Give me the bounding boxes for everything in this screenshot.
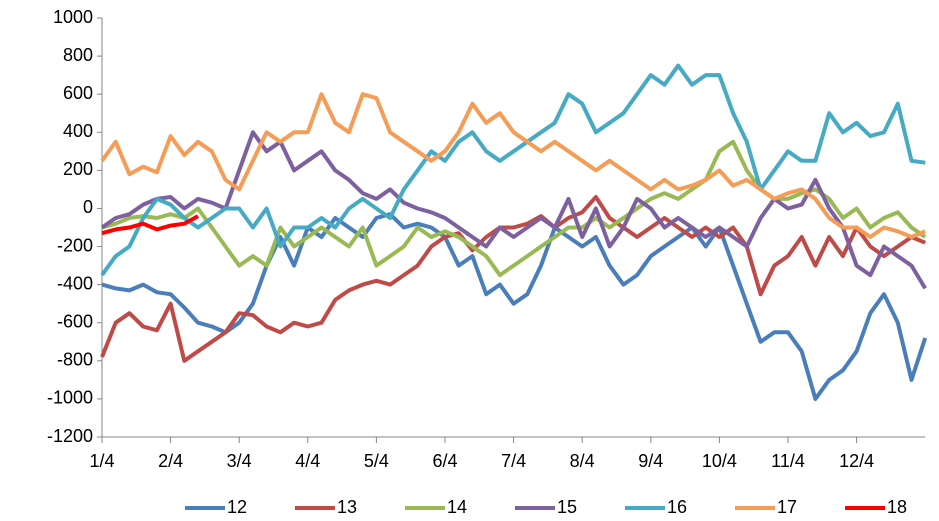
x-tick-label: 4/4 <box>295 451 320 471</box>
x-tick-label: 6/4 <box>432 451 457 471</box>
x-tick-label: 12/4 <box>839 451 874 471</box>
y-tick-label: -1000 <box>47 388 93 408</box>
y-tick-label: 600 <box>63 83 93 103</box>
legend-label: 13 <box>337 497 357 517</box>
series-line <box>101 214 199 236</box>
y-tick-label: -200 <box>57 235 93 255</box>
x-tick-label: 8/4 <box>570 451 595 471</box>
y-tick-label: -800 <box>57 350 93 370</box>
legend-label: 16 <box>667 497 687 517</box>
x-tick-label: 7/4 <box>501 451 526 471</box>
legend-label: 18 <box>887 497 907 517</box>
legend-label: 15 <box>557 497 577 517</box>
x-tick-label: 11/4 <box>771 451 805 471</box>
y-tick-label: -400 <box>57 273 93 293</box>
x-tick-label: 10/4 <box>702 451 737 471</box>
legend-label: 17 <box>777 497 797 517</box>
series-line <box>100 195 926 363</box>
y-tick-label: 800 <box>63 45 93 65</box>
x-tick-label: 2/4 <box>158 451 183 471</box>
x-tick-label: 1/4 <box>89 451 114 471</box>
legend-label: 14 <box>447 497 467 517</box>
y-tick-label: -1200 <box>47 426 93 446</box>
y-tick-label: 1000 <box>53 7 93 27</box>
series-line <box>101 212 928 401</box>
legend-label: 12 <box>227 497 247 517</box>
series-line <box>101 139 927 278</box>
y-tick-label: 400 <box>63 121 93 141</box>
x-tick-label: 5/4 <box>364 451 389 471</box>
x-tick-label: 3/4 <box>227 451 252 471</box>
y-tick-label: -600 <box>57 311 93 331</box>
y-tick-label: 0 <box>83 197 93 217</box>
x-tick-label: 9/4 <box>638 451 663 471</box>
y-tick-label: 200 <box>63 159 93 179</box>
series-line <box>100 63 926 277</box>
series-line <box>100 92 926 239</box>
series-line <box>100 130 927 290</box>
